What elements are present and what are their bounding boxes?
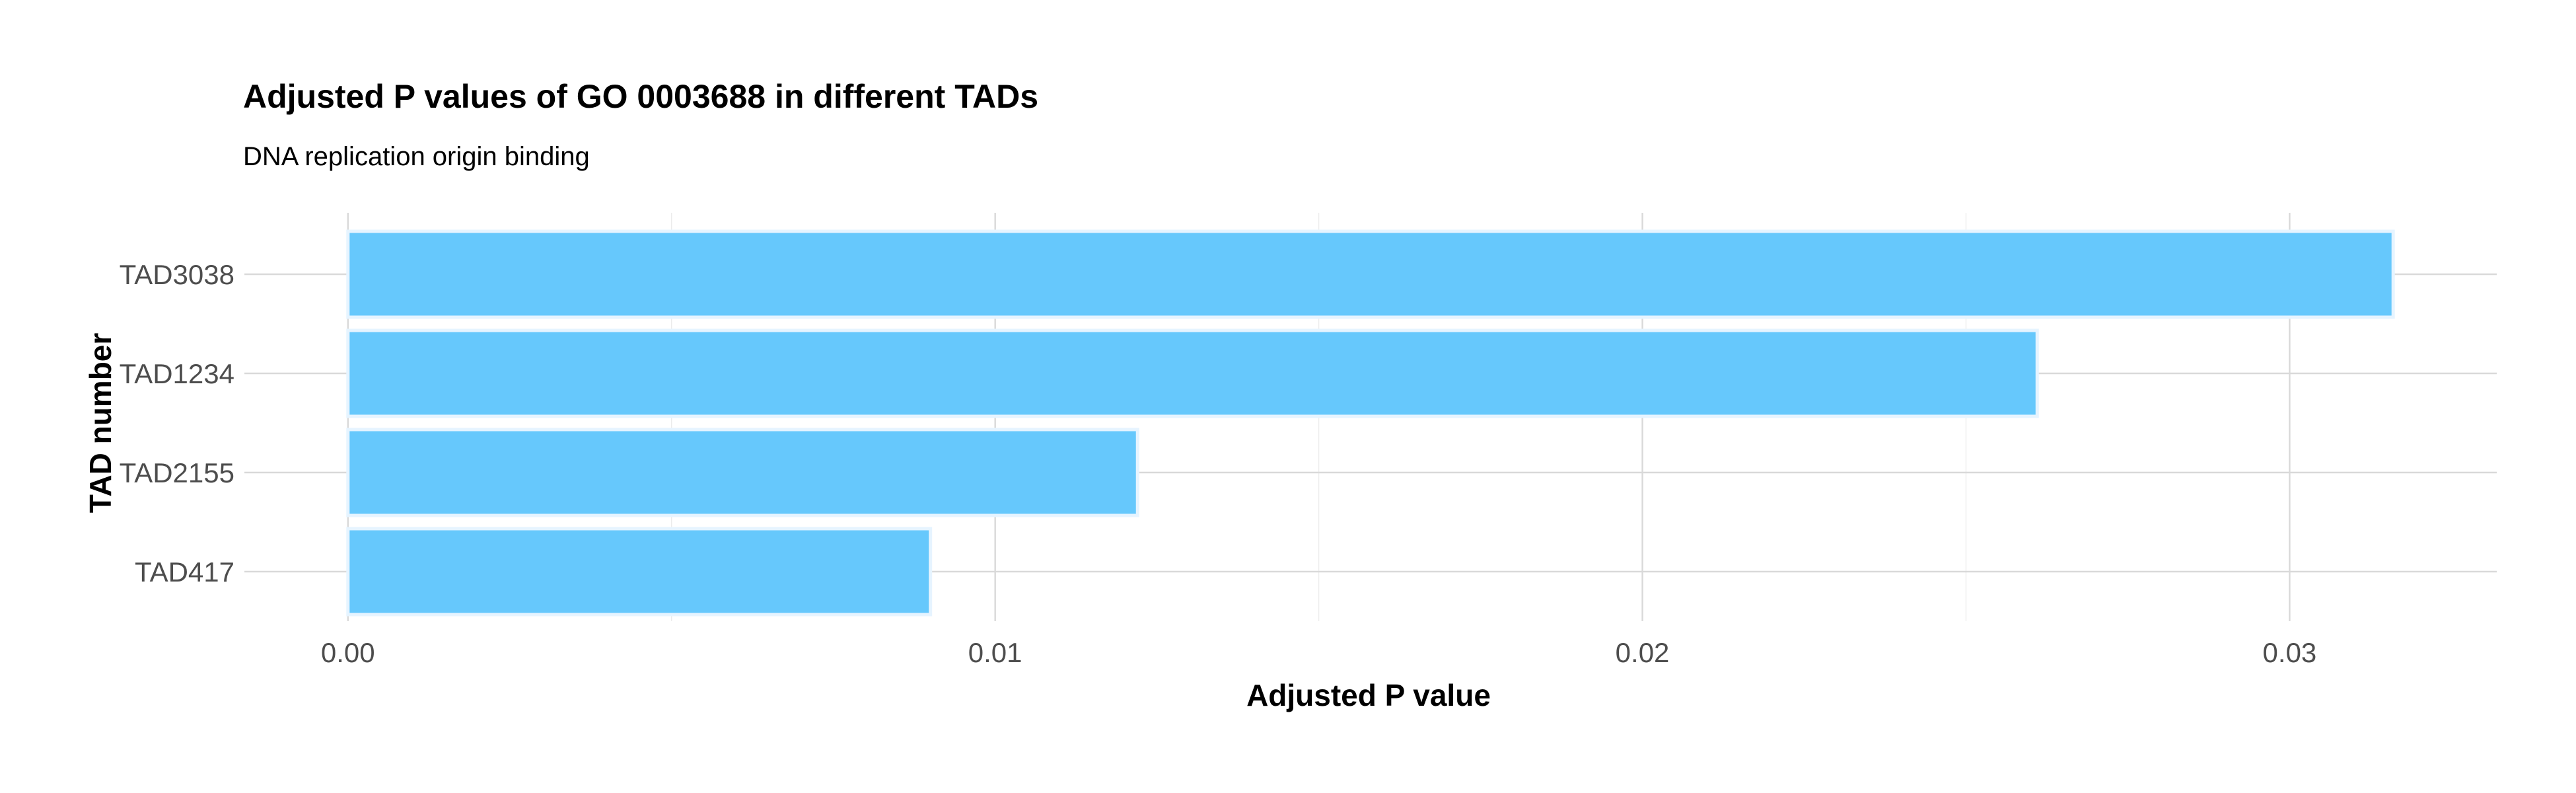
y-tick-label: TAD1234 — [120, 358, 234, 389]
y-tick-label: TAD3038 — [120, 259, 234, 290]
x-axis-title: Adjusted P value — [1246, 678, 1491, 712]
y-tick-label: TAD417 — [135, 556, 234, 587]
x-tick-labels: 0.00 0.01 0.02 0.03 — [321, 637, 2316, 668]
bar — [346, 527, 933, 617]
y-axis-title: TAD number — [83, 333, 118, 513]
bar — [346, 428, 1139, 517]
x-tick-label: 0.02 — [1616, 637, 1670, 668]
x-tick-label: 0.00 — [321, 637, 375, 668]
bar — [346, 229, 2395, 319]
chart-subtitle: DNA replication origin binding — [243, 142, 590, 171]
x-tick-label: 0.03 — [2263, 637, 2317, 668]
bar — [346, 328, 2039, 418]
x-tick-label: 0.01 — [968, 637, 1022, 668]
chart-title: Adjusted P values of GO 0003688 in diffe… — [243, 78, 1038, 115]
bars — [346, 229, 2395, 617]
y-tick-label: TAD2155 — [120, 457, 234, 488]
y-tick-labels: TAD3038 TAD1234 TAD2155 TAD417 — [120, 259, 234, 587]
